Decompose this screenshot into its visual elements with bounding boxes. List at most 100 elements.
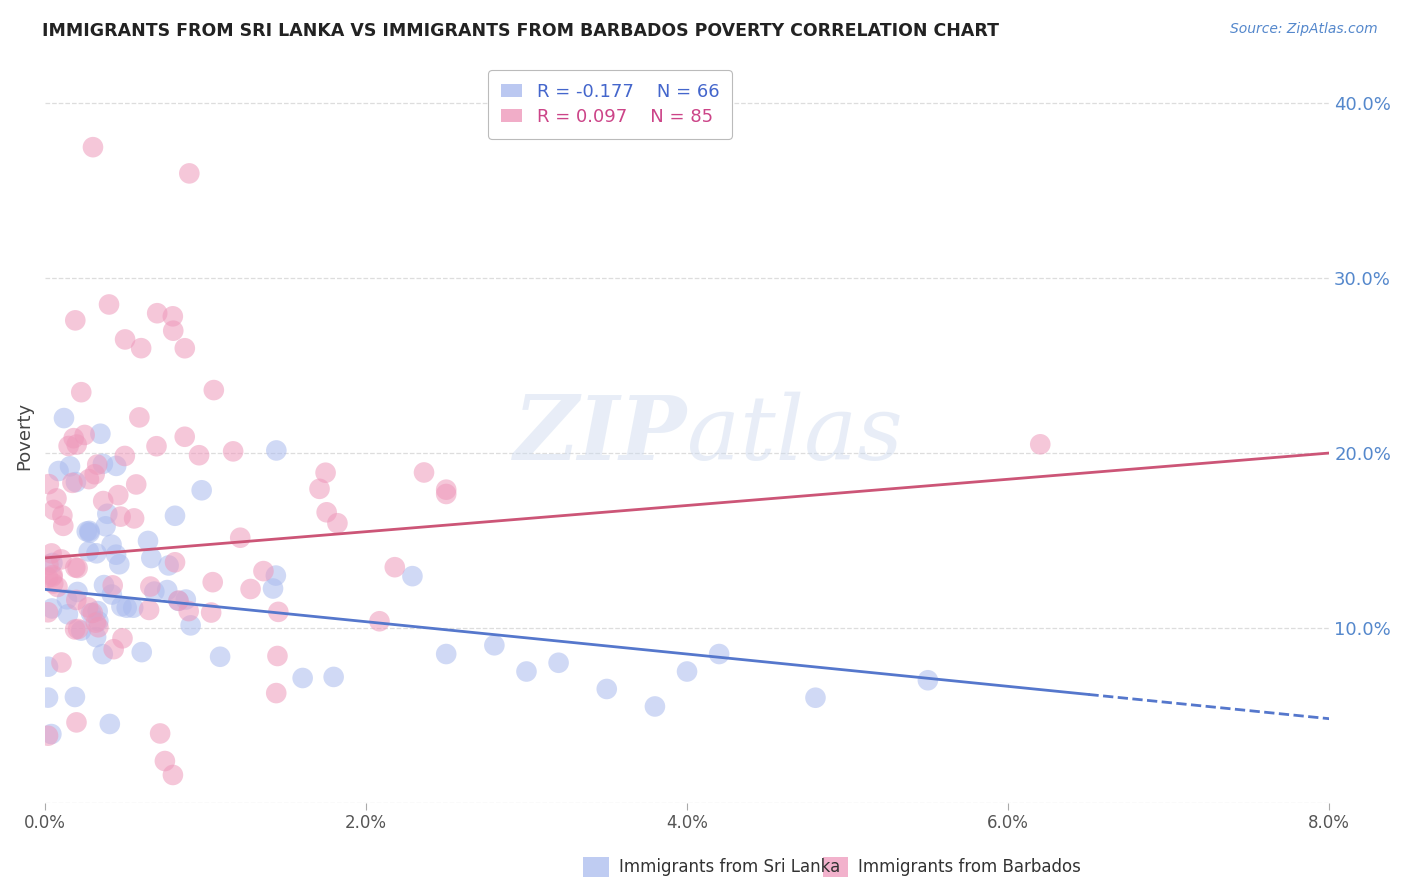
Point: [434, 483, 457, 497]
Point: [91, 647, 114, 661]
Point: [149, 726, 172, 740]
Point: [94, 519, 117, 533]
Text: Source: ZipAtlas.com: Source: ZipAtlas.com: [1230, 22, 1378, 37]
Point: [67, 622, 90, 636]
Point: [84, 615, 107, 630]
Point: [163, 508, 186, 523]
Point: [143, 584, 166, 599]
Point: [65, 715, 87, 730]
Point: [108, 558, 131, 572]
Point: [266, 648, 288, 663]
Point: [264, 686, 287, 700]
Point: [98, 717, 121, 731]
Point: [173, 430, 195, 444]
Point: [77, 544, 100, 558]
Point: [153, 754, 176, 768]
Point: [86, 604, 108, 618]
Point: [91, 494, 114, 508]
Point: [46, 580, 69, 594]
Point: [51, 508, 73, 523]
Point: [368, 614, 391, 628]
Point: [101, 578, 124, 592]
Point: [180, 618, 202, 632]
Point: [51, 656, 73, 670]
Text: atlas: atlas: [688, 392, 903, 479]
Point: [162, 324, 184, 338]
Point: [167, 593, 190, 607]
Point: [37, 558, 59, 572]
Point: [139, 580, 162, 594]
Point: [110, 509, 132, 524]
Point: [136, 533, 159, 548]
Point: [188, 448, 211, 462]
Point: [267, 605, 290, 619]
Point: [66, 437, 89, 451]
Point: [86, 458, 108, 472]
Point: [209, 649, 232, 664]
Point: [163, 555, 186, 569]
Point: [82, 140, 104, 154]
Point: [596, 681, 619, 696]
Point: [65, 560, 87, 574]
Point: [222, 444, 245, 458]
Point: [84, 630, 107, 644]
Point: [201, 575, 224, 590]
Point: [315, 466, 337, 480]
Point: [141, 551, 163, 566]
Point: [644, 699, 666, 714]
Point: [547, 656, 569, 670]
Point: [63, 690, 86, 704]
Point: [98, 297, 121, 311]
Point: [322, 670, 344, 684]
Point: [114, 449, 136, 463]
Point: [45, 491, 67, 506]
Point: [110, 599, 132, 614]
Point: [128, 410, 150, 425]
Point: [56, 592, 79, 607]
Point: [401, 569, 423, 583]
Point: [62, 475, 84, 490]
Point: [37, 659, 59, 673]
Point: [51, 552, 73, 566]
Point: [37, 729, 59, 743]
Point: [174, 592, 197, 607]
Point: [65, 313, 87, 327]
Point: [111, 632, 134, 646]
Point: [66, 561, 89, 575]
Point: [804, 690, 827, 705]
Point: [145, 439, 167, 453]
Point: [42, 576, 65, 591]
Text: ZIP: ZIP: [513, 392, 688, 479]
Point: [114, 333, 136, 347]
Point: [91, 457, 114, 471]
Point: [484, 638, 506, 652]
Point: [83, 467, 105, 482]
Point: [79, 525, 101, 540]
Point: [262, 582, 284, 596]
Legend: R = -0.177    N = 66, R = 0.097    N = 85: R = -0.177 N = 66, R = 0.097 N = 85: [488, 70, 733, 139]
Point: [96, 507, 118, 521]
Point: [48, 464, 70, 478]
Point: [82, 606, 104, 620]
Point: [100, 538, 122, 552]
Point: [125, 477, 148, 491]
Text: Immigrants from Barbados: Immigrants from Barbados: [858, 858, 1081, 876]
Point: [37, 605, 59, 619]
Point: [190, 483, 212, 498]
Point: [70, 385, 93, 400]
Point: [107, 488, 129, 502]
Point: [77, 600, 100, 615]
Point: [173, 341, 195, 355]
Point: [115, 600, 138, 615]
Point: [105, 458, 128, 473]
Point: [101, 588, 124, 602]
Point: [157, 558, 180, 573]
Point: [105, 548, 128, 562]
Point: [239, 582, 262, 596]
Point: [122, 600, 145, 615]
Point: [93, 578, 115, 592]
Point: [434, 647, 457, 661]
Text: Immigrants from Sri Lanka: Immigrants from Sri Lanka: [619, 858, 839, 876]
Point: [41, 546, 63, 560]
Point: [58, 439, 80, 453]
